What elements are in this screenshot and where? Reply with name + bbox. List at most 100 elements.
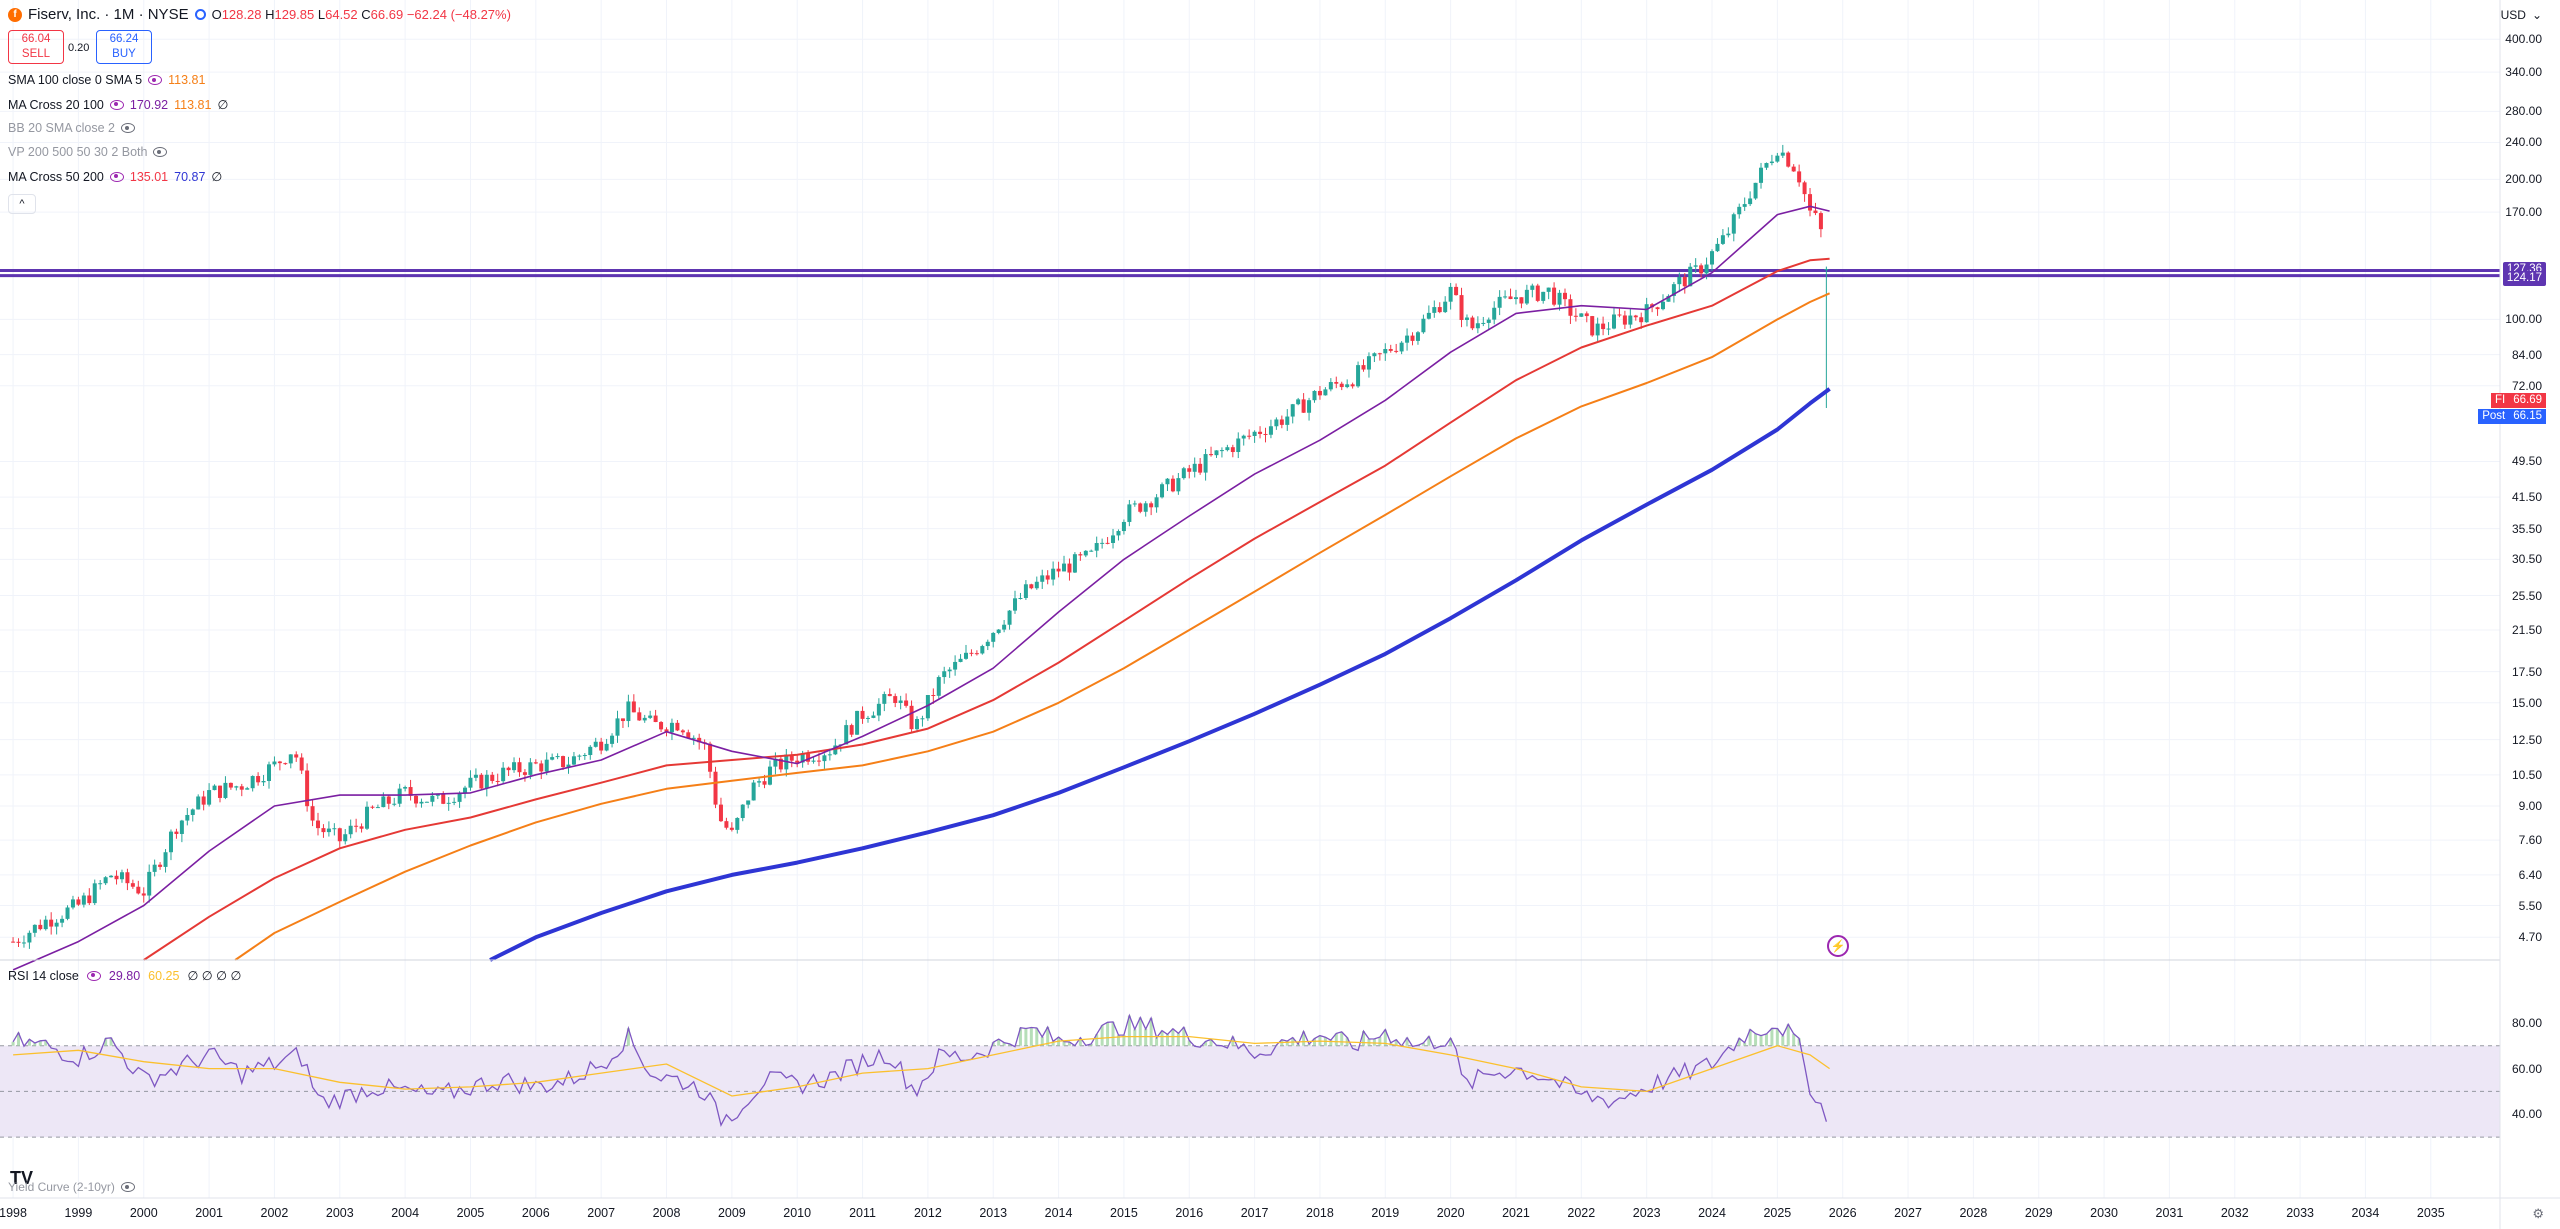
indicator-name: SMA 100 close 0 SMA 5 xyxy=(8,73,143,87)
candle-down xyxy=(1263,433,1268,435)
post-price: 66.15 xyxy=(2509,409,2546,425)
candle-up xyxy=(190,809,195,815)
hidden-icon[interactable] xyxy=(153,147,168,157)
candle-up xyxy=(332,828,337,830)
candle-up xyxy=(1737,206,1742,215)
ohlc-values: O128.28 H129.85 L64.52 C66.69 −62.24 (−4… xyxy=(212,7,511,22)
visibility-icon[interactable] xyxy=(86,970,101,981)
rsi-legend[interactable]: RSI 14 close 29.80 60.25 ∅ ∅ ∅ ∅ xyxy=(8,968,241,984)
candle-up xyxy=(876,703,881,716)
time-tick-label: 2024 xyxy=(1698,1206,1726,1220)
candle-down xyxy=(16,941,21,943)
tradingview-logo[interactable]: TV xyxy=(10,1168,34,1188)
candle-up xyxy=(484,774,489,789)
indicator-legend-bb[interactable]: BB 20 SMA close 2 xyxy=(8,121,136,135)
time-tick-label: 2017 xyxy=(1240,1206,1269,1220)
candle-up xyxy=(179,820,184,834)
candle-up xyxy=(288,754,293,764)
candle-down xyxy=(887,694,892,697)
candle-down xyxy=(299,757,304,771)
candle-down xyxy=(1535,285,1540,301)
hidden-icon[interactable] xyxy=(121,123,136,133)
candle-down xyxy=(1339,383,1344,388)
candle-up xyxy=(757,781,762,783)
last-price: 66.69 xyxy=(2509,393,2546,409)
price-tick-label: 25.50 xyxy=(2511,588,2542,603)
visibility-icon[interactable] xyxy=(109,171,124,182)
sell-button[interactable]: 66.04 SELL xyxy=(8,30,64,64)
candle-down xyxy=(49,919,54,927)
yield-curve-legend[interactable]: Yield Curve (2-10yr) xyxy=(8,1180,135,1194)
buy-button[interactable]: 66.24 BUY xyxy=(96,30,152,64)
time-tick-label: 2015 xyxy=(1110,1206,1138,1220)
symbol-title[interactable]: Fiserv, Inc. · 1M · NYSE xyxy=(28,6,189,23)
candle-down xyxy=(174,831,179,834)
last-price-label: FI 66.69 xyxy=(2490,393,2546,409)
candle-down xyxy=(1198,463,1203,473)
candle-up xyxy=(1492,307,1497,320)
hidden-icon[interactable] xyxy=(120,1182,135,1192)
candle-up xyxy=(452,801,457,803)
candle-down xyxy=(11,941,16,943)
candle-down xyxy=(561,756,566,768)
candle-up xyxy=(751,782,756,801)
candle-up xyxy=(855,710,860,735)
visibility-icon[interactable] xyxy=(148,75,163,85)
candle-down xyxy=(1029,584,1034,589)
candle-up xyxy=(691,737,696,739)
currency-selector[interactable]: USD ⌄ xyxy=(2501,8,2542,22)
indicator-legend-ma-cross-50-200[interactable]: MA Cross 50 200 135.01 70.87 ∅ xyxy=(8,169,222,185)
ma-200-line xyxy=(489,387,1831,962)
candle-up xyxy=(397,788,402,804)
candle-up xyxy=(207,790,212,805)
collapse-legend-button[interactable]: ^ xyxy=(8,194,36,214)
candle-up xyxy=(1219,450,1224,452)
candle-down xyxy=(87,895,92,904)
candle-up xyxy=(571,756,576,765)
candle-down xyxy=(506,767,511,771)
indicator-legend-sma[interactable]: SMA 100 close 0 SMA 5 113.81 xyxy=(8,73,205,87)
candle-up xyxy=(473,774,478,778)
candle-up xyxy=(996,629,1001,633)
candle-up xyxy=(991,632,996,642)
candle-down xyxy=(1209,454,1214,456)
time-tick-label: 2022 xyxy=(1567,1206,1596,1220)
candle-down xyxy=(1699,265,1704,274)
candle-up xyxy=(1214,450,1219,456)
candle-down xyxy=(239,786,244,790)
time-tick-label: 2028 xyxy=(1959,1206,1988,1220)
candle-up xyxy=(1628,315,1633,325)
candle-up xyxy=(811,760,816,762)
candle-up xyxy=(1323,389,1328,396)
candle-up xyxy=(936,677,941,696)
lightning-icon[interactable]: ⚡ xyxy=(1827,935,1849,957)
candle-up xyxy=(1116,531,1121,536)
indicator-legend-ma-cross-20-100[interactable]: MA Cross 20 100 170.92 113.81 ∅ xyxy=(8,97,228,113)
candle-up xyxy=(81,895,86,905)
yield-curve-name: Yield Curve (2-10yr) xyxy=(8,1180,115,1194)
candle-up xyxy=(1040,575,1045,582)
candle-up xyxy=(1715,243,1720,252)
candle-down xyxy=(1508,296,1513,300)
candle-up xyxy=(403,787,408,789)
candle-up xyxy=(1121,521,1126,532)
candle-down xyxy=(1410,335,1415,341)
candle-up xyxy=(1296,399,1301,405)
indicator-name: BB 20 SMA close 2 xyxy=(8,121,116,135)
candle-up xyxy=(1677,277,1682,285)
candle-up xyxy=(1671,284,1676,296)
candle-down xyxy=(517,762,522,773)
time-tick-label: 2020 xyxy=(1436,1206,1465,1220)
indicator-legend-vp[interactable]: VP 200 500 50 30 2 Both xyxy=(8,145,168,159)
candle-down xyxy=(789,754,794,761)
candle-down xyxy=(294,754,299,758)
candle-up xyxy=(1764,163,1769,168)
price-tick-label: 5.50 xyxy=(2518,898,2542,913)
price-tick-label: 170.00 xyxy=(2505,205,2542,220)
visibility-icon[interactable] xyxy=(109,99,124,110)
candle-up xyxy=(925,695,930,719)
gear-icon[interactable]: ⚙ xyxy=(2532,1206,2544,1221)
time-tick-label: 2004 xyxy=(391,1206,420,1220)
candle-up xyxy=(468,777,473,788)
